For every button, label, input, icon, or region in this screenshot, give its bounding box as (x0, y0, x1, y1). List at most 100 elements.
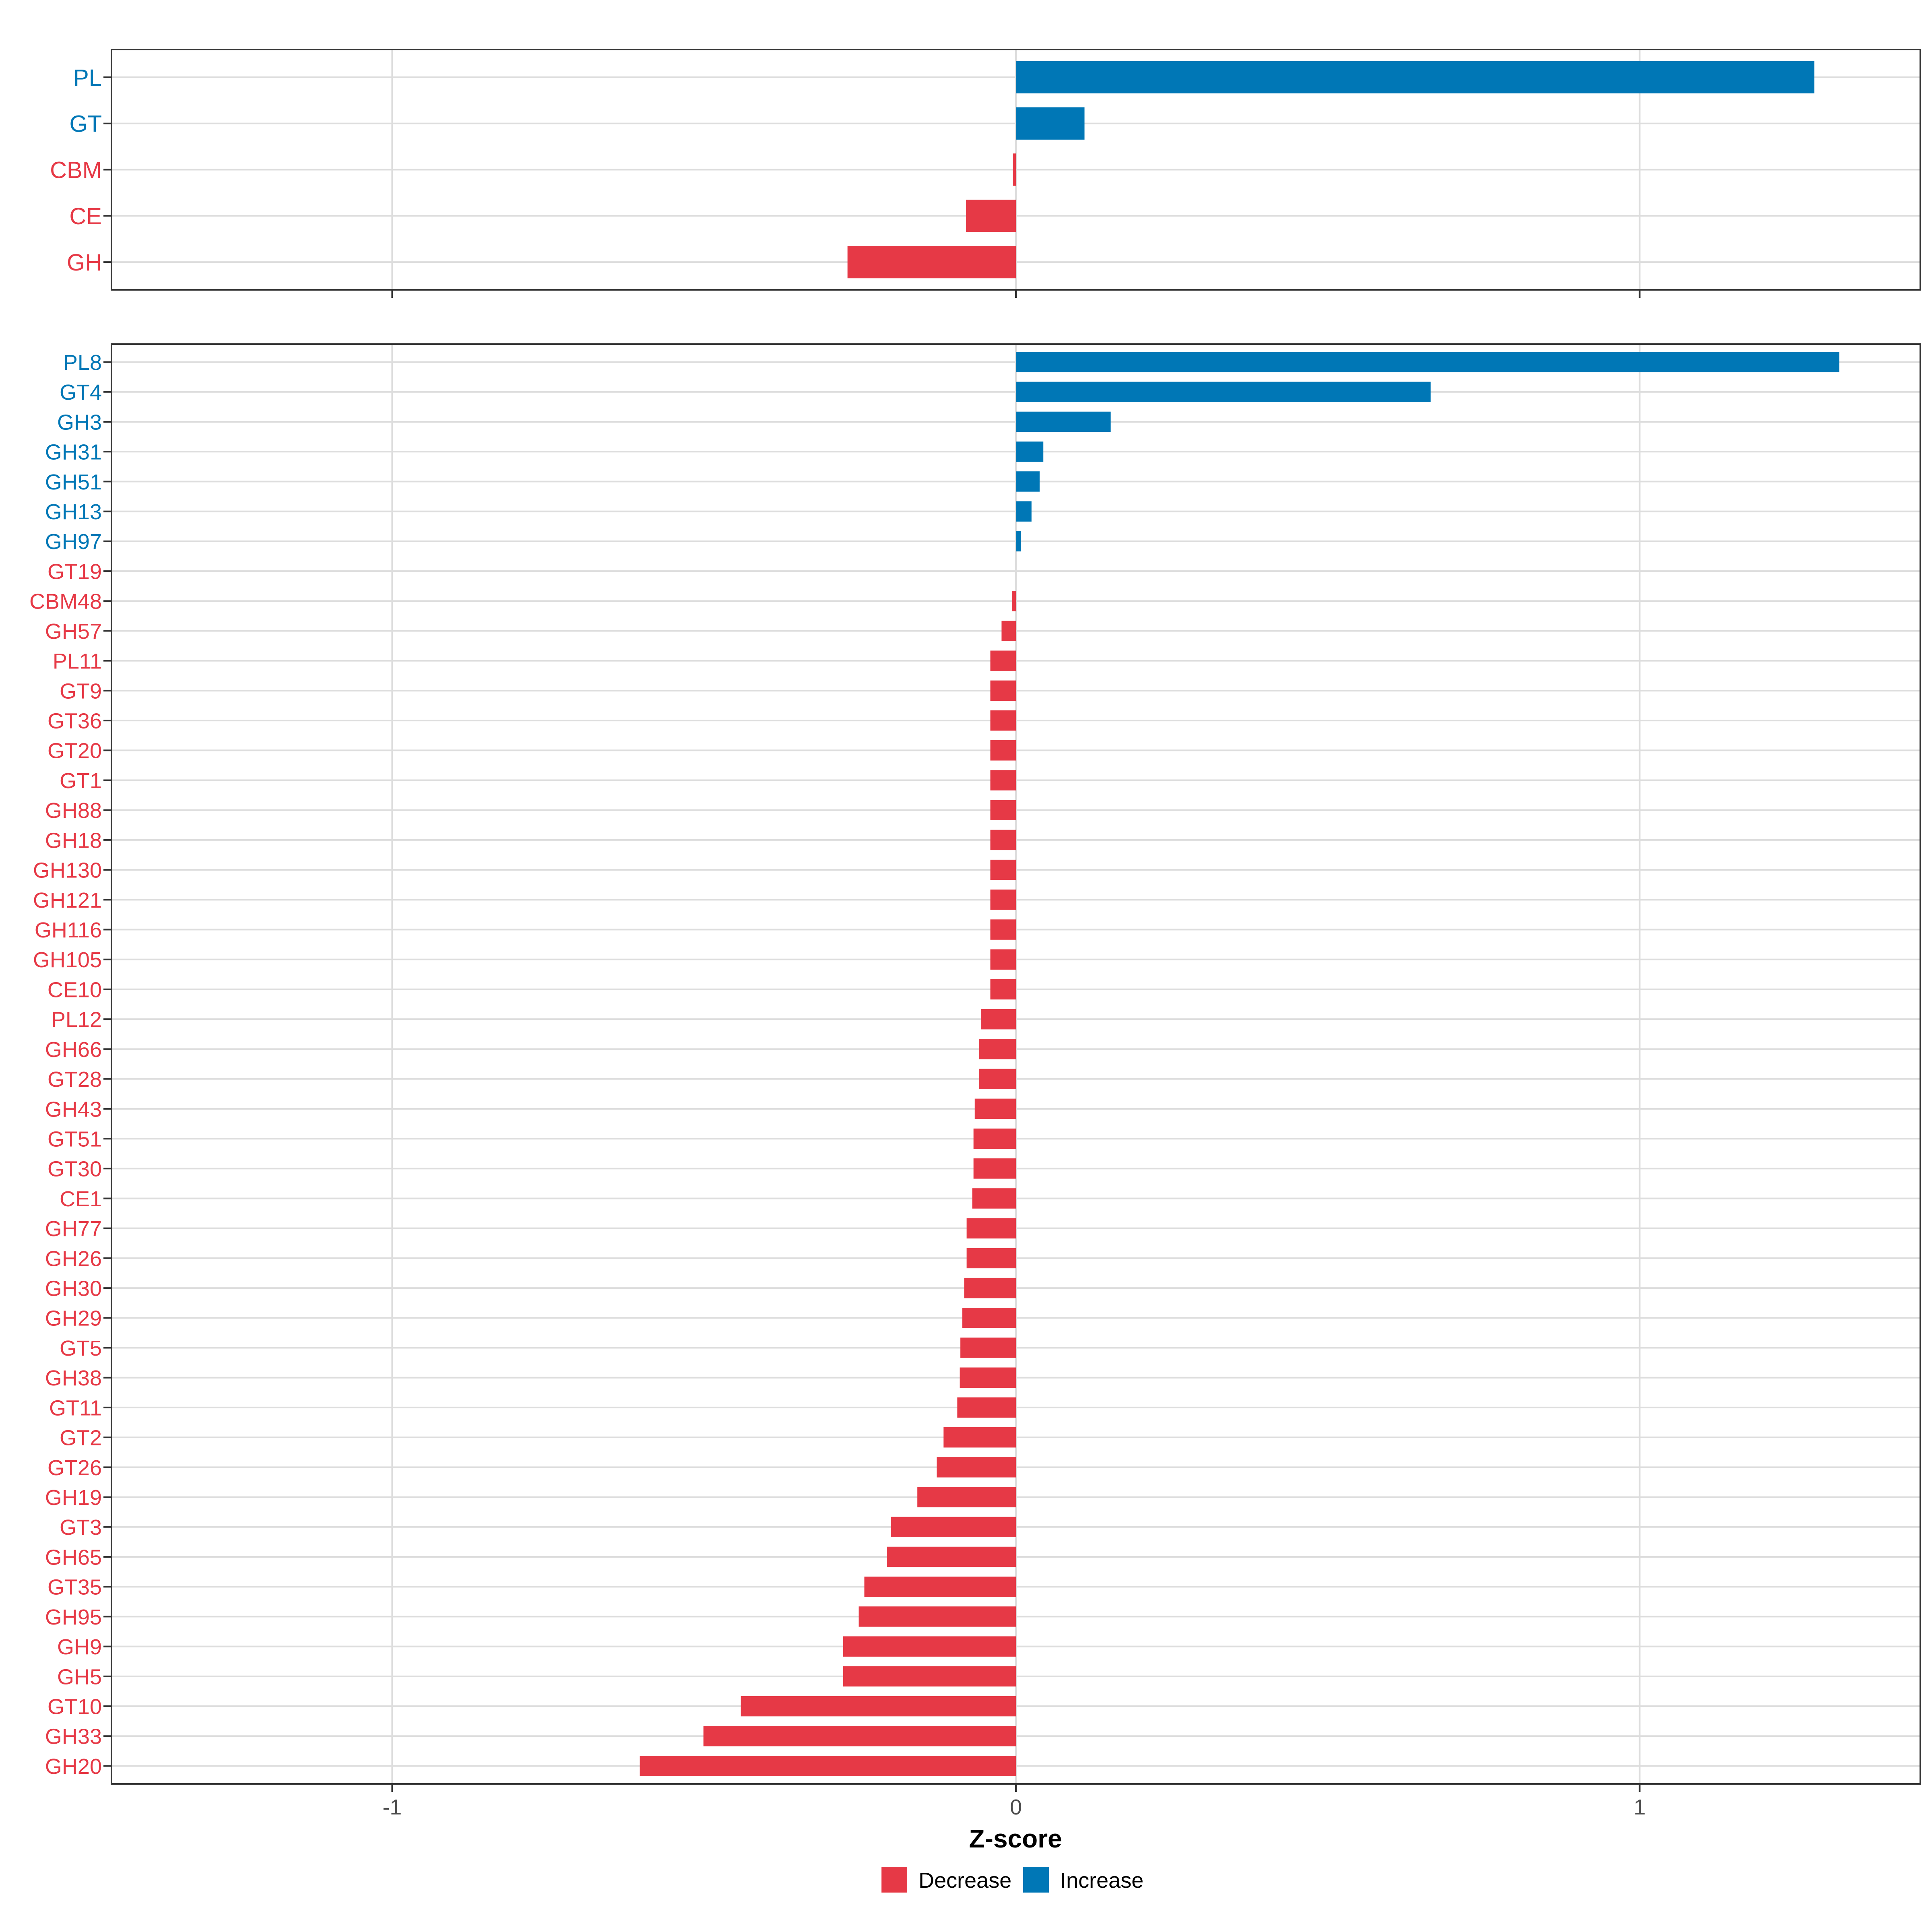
bar-ce (966, 200, 1016, 232)
bar-gh19 (917, 1487, 1016, 1507)
y-tick-label: GH43 (45, 1097, 102, 1121)
y-tick-label: GT36 (47, 709, 102, 733)
y-tick-label: GT26 (47, 1456, 102, 1480)
y-tick-label: GH77 (45, 1217, 102, 1241)
y-tick-label: GH (67, 250, 102, 276)
y-tick-label: GT11 (49, 1396, 102, 1420)
bar-gh31 (1016, 441, 1044, 462)
y-tick-label: GT10 (47, 1695, 102, 1719)
bar-gt51 (973, 1128, 1016, 1149)
bar-gt28 (979, 1069, 1016, 1089)
bar-gh38 (960, 1367, 1016, 1388)
bar-gh13 (1016, 501, 1032, 522)
bar-gt4 (1016, 382, 1431, 402)
y-tick-label: GH5 (57, 1665, 102, 1689)
bar-gt10 (741, 1696, 1016, 1717)
bar-gt (1016, 107, 1085, 140)
bar-gh77 (966, 1218, 1016, 1238)
bar-gt2 (943, 1427, 1016, 1448)
y-tick-label: GH26 (45, 1247, 102, 1271)
y-tick-label: GT20 (47, 739, 102, 763)
bar-gh30 (964, 1278, 1016, 1298)
top-panel: PL GT CBM CE GH (50, 49, 1921, 298)
bar-gh121 (990, 890, 1016, 910)
bar-gh130 (990, 859, 1016, 880)
y-tick-label: GT35 (47, 1575, 102, 1600)
bar-gh5 (843, 1666, 1016, 1687)
bar-pl (1016, 61, 1814, 94)
bar-gt30 (973, 1158, 1016, 1179)
bar-gt1 (990, 770, 1016, 791)
y-tick-label: GH116 (35, 918, 102, 942)
bottom-panel: PL8 GT4 GH3 GH31 GH51 GH13 GH97 GT19 CBM48 GH57 PL… (29, 343, 1921, 1792)
y-tick-label: GH3 (57, 410, 102, 434)
bar-gt5 (960, 1338, 1016, 1358)
legend-key-decrease (881, 1867, 907, 1893)
y-tick-label: GH18 (45, 828, 102, 852)
y-tick-label: GH29 (45, 1307, 102, 1331)
y-tick-label: GH30 (45, 1277, 102, 1301)
y-tick-label: CE10 (47, 978, 102, 1002)
y-tick-label: PL12 (51, 1008, 102, 1032)
bar-gt3 (891, 1517, 1016, 1538)
y-tick-label: PL (73, 65, 102, 91)
x-tick-label: 0 (1010, 1795, 1022, 1819)
bar-gh116 (990, 919, 1016, 940)
y-tick-label: GT9 (60, 679, 102, 703)
legend: Decrease Increase (881, 1867, 1144, 1893)
y-tick-label: GH9 (57, 1635, 102, 1659)
bar-cbm (1013, 153, 1016, 186)
y-tick-label: GH97 (45, 530, 102, 554)
x-axis-title: Z-score (969, 1824, 1062, 1853)
bar-pl8 (1016, 352, 1839, 372)
y-tick-label: GH130 (33, 859, 102, 883)
y-tick-label: GH13 (45, 500, 102, 524)
y-tick-label: GH38 (45, 1366, 102, 1390)
y-tick-label: GT2 (60, 1426, 102, 1450)
bar-gh51 (1016, 471, 1040, 492)
y-tick-label: GH33 (45, 1725, 102, 1749)
bar-cbm48 (1012, 590, 1016, 611)
y-tick-label: PL8 (63, 351, 102, 375)
legend-key-increase (1023, 1867, 1049, 1893)
y-tick-label: GH121 (33, 888, 102, 912)
bar-ce10 (990, 979, 1016, 1000)
y-tick-label: GT4 (60, 380, 102, 405)
y-tick-label: GT30 (47, 1157, 102, 1181)
bar-gh66 (979, 1039, 1016, 1059)
bar-gh105 (990, 949, 1016, 970)
bar-gh9 (843, 1636, 1016, 1657)
x-tick-label: -1 (382, 1795, 402, 1819)
bar-gh (847, 246, 1016, 279)
bar-pl12 (981, 1009, 1016, 1030)
x-tick-label: 1 (1634, 1795, 1646, 1819)
bar-gh57 (1001, 621, 1016, 641)
bar-gh18 (990, 830, 1016, 850)
bar-ce1 (972, 1188, 1016, 1209)
y-tick-label: GT51 (47, 1127, 102, 1151)
bar-pl11 (990, 650, 1016, 671)
y-tick-label: GH65 (45, 1545, 102, 1569)
bar-gt36 (990, 710, 1016, 731)
y-tick-label: GT3 (60, 1515, 102, 1540)
bar-gt11 (957, 1397, 1016, 1418)
y-tick-label: GT1 (60, 769, 102, 793)
y-tick-label: GH19 (45, 1486, 102, 1510)
x-axis: -1 0 1 (382, 1795, 1645, 1819)
y-tick-label: GH20 (45, 1754, 102, 1779)
bar-gh65 (887, 1546, 1016, 1567)
bar-gt35 (864, 1576, 1016, 1597)
y-tick-label: GT5 (60, 1336, 102, 1360)
bar-gh43 (974, 1098, 1016, 1119)
y-tick-label: GH88 (45, 799, 102, 823)
y-tick-label: GH95 (45, 1605, 102, 1629)
bar-gh3 (1016, 411, 1111, 432)
bar-gt26 (937, 1457, 1016, 1478)
y-tick-label: GH105 (33, 948, 102, 972)
y-tick-label: PL11 (53, 649, 102, 673)
y-tick-label: GH66 (45, 1038, 102, 1062)
bar-gh97 (1016, 531, 1021, 552)
y-tick-label: CBM (50, 157, 102, 183)
y-tick-label: GH31 (45, 440, 102, 464)
